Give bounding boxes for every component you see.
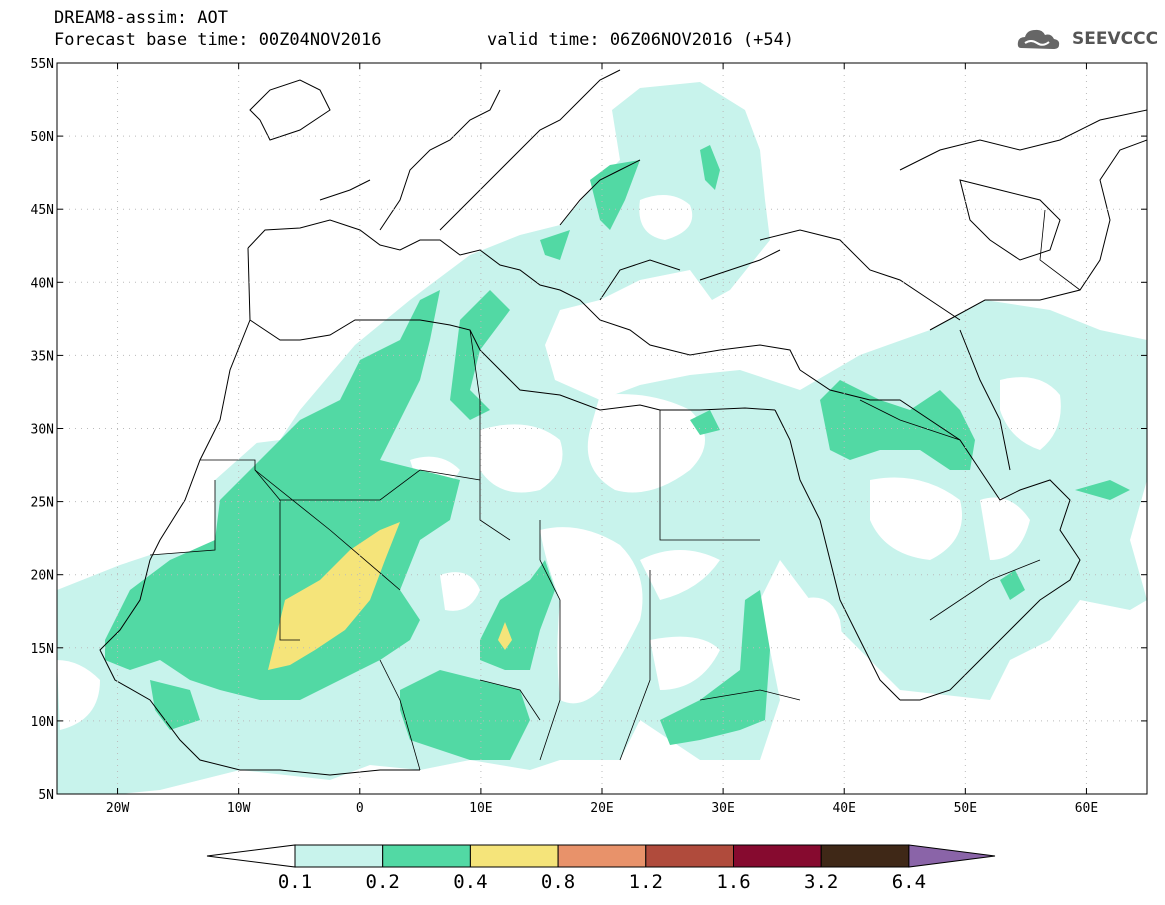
country-borders <box>149 209 1081 771</box>
lon-tick-label: 20W <box>106 801 130 816</box>
colorbar-label: 0.4 <box>453 871 487 893</box>
lon-tick-label: 20E <box>590 801 613 816</box>
colorbar-low-extension <box>206 844 296 868</box>
colorbar-label: 0.1 <box>278 871 312 893</box>
valid-time: valid time: 06Z06NOV2016 (+54) <box>487 30 795 50</box>
coastlines <box>99 69 1147 776</box>
map-title: DREAM8-assim: AOT <box>54 8 228 28</box>
longitude-axis: 20W 10W 0 10E 20E 30E 40E 50E 60E <box>106 63 1098 816</box>
colorbar-label: 6.4 <box>892 871 926 893</box>
aot-band-0.4-0.8 <box>268 522 512 670</box>
lon-tick-label: 0 <box>356 801 364 816</box>
lat-tick-label: 10N <box>31 715 54 730</box>
lat-tick-label: 5N <box>38 788 54 803</box>
lat-tick-label: 45N <box>31 203 54 218</box>
aot-below-0.1 <box>57 195 1061 730</box>
colorbar-label: 1.2 <box>629 871 663 893</box>
forecast-base-time: Forecast base time: 00Z04NOV2016 <box>54 30 382 50</box>
logo-text: SEEVCCC <box>1072 29 1159 49</box>
lon-tick-label: 30E <box>711 801 734 816</box>
lon-tick-label: 10W <box>227 801 251 816</box>
aot-field <box>57 82 1147 794</box>
lon-tick-label: 60E <box>1075 801 1098 816</box>
colorbar-high-extension <box>908 844 996 868</box>
colorbar-label: 1.6 <box>716 871 750 893</box>
cloud-logo-icon <box>1017 29 1060 49</box>
lat-tick-label: 15N <box>31 642 54 657</box>
lon-tick-label: 40E <box>832 801 855 816</box>
lat-tick-label: 30N <box>31 423 54 438</box>
colorbar-segment-2 <box>469 844 559 868</box>
colorbar-segment-6 <box>820 844 910 868</box>
colorbar-label: 3.2 <box>804 871 838 893</box>
colorbar-label: 0.2 <box>366 871 400 893</box>
colorbar-segment-0 <box>294 844 384 868</box>
colorbar-segment-1 <box>382 844 471 868</box>
lat-tick-label: 25N <box>31 496 54 511</box>
lat-tick-label: 35N <box>31 349 54 364</box>
colorbar-segment-5 <box>733 844 822 868</box>
lat-tick-label: 40N <box>31 276 54 291</box>
lon-tick-label: 50E <box>954 801 977 816</box>
lat-tick-label: 55N <box>31 57 54 72</box>
colorbar: 0.1 0.2 0.4 0.8 1.2 1.6 3.2 6.4 <box>206 844 996 893</box>
colorbar-label: 0.8 <box>541 871 575 893</box>
lat-tick-label: 20N <box>31 569 54 584</box>
lon-tick-label: 10E <box>469 801 492 816</box>
aot-band-0.2-0.4 <box>105 145 1130 760</box>
lat-tick-label: 50N <box>31 130 54 145</box>
colorbar-segment-3 <box>557 844 647 868</box>
latitude-axis: 55N 50N 45N 40N 35N 30N 25N 20N 15N 10N 5N <box>31 57 1147 803</box>
colorbar-segment-4 <box>645 844 734 868</box>
